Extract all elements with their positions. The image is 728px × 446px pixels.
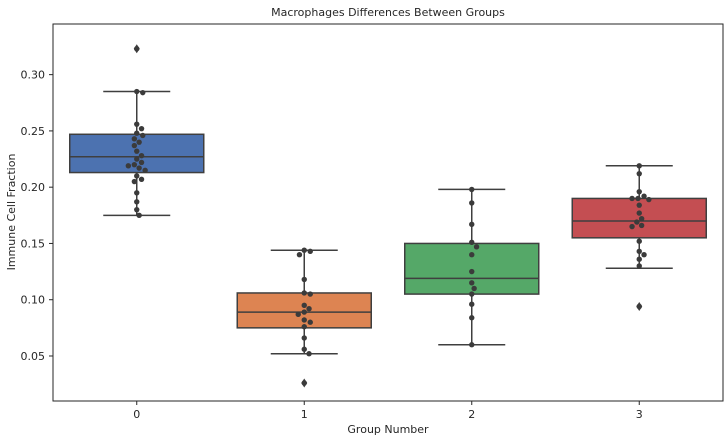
y-tick-label: 0.25	[21, 125, 46, 138]
box-group-3	[571, 165, 707, 311]
swarm-point	[140, 132, 146, 139]
swarm-point	[301, 335, 307, 341]
swarm-point	[301, 302, 307, 309]
swarm-point	[301, 247, 307, 253]
swarm-point	[134, 199, 140, 205]
swarm-point	[473, 244, 480, 250]
box-body	[404, 242, 540, 295]
y-axis-label: Immune Cell Fraction	[5, 154, 18, 271]
swarm-point	[125, 163, 132, 169]
swarm-point	[469, 291, 475, 297]
swarm-point	[469, 186, 475, 193]
swarm-point	[469, 239, 475, 246]
swarm-points	[125, 46, 652, 386]
swarm-point	[134, 190, 140, 196]
swarm-point	[138, 152, 145, 159]
swarm-point	[636, 163, 642, 169]
swarm-point	[301, 380, 307, 386]
swarm-point	[136, 139, 142, 145]
swarm-point	[638, 215, 645, 222]
swarm-point	[636, 263, 642, 269]
swarm-point	[636, 170, 642, 177]
swarm-point	[646, 196, 652, 203]
swarm-point	[469, 268, 475, 275]
plot-area-frame	[52, 23, 724, 402]
swarm-point	[469, 301, 475, 307]
swarm-point	[295, 311, 301, 318]
swarm-point	[301, 276, 307, 283]
swarm-point	[307, 319, 313, 325]
y-tick-label: 0.05	[21, 350, 46, 363]
swarm-point	[307, 291, 313, 297]
swarm-point	[636, 238, 642, 244]
swarm-point	[301, 290, 307, 296]
swarm-point	[140, 89, 146, 96]
swarm-point	[641, 252, 647, 258]
box-group-2	[404, 188, 540, 346]
y-tick-label: 0.30	[21, 69, 46, 82]
swarm-point	[131, 178, 138, 185]
box-group-0	[69, 44, 205, 217]
y-tick-label: 0.15	[21, 237, 46, 250]
swarm-point	[636, 202, 642, 208]
swarm-point	[136, 212, 142, 219]
swarm-point	[131, 142, 138, 149]
swarm-point	[636, 188, 642, 195]
swarm-point	[469, 221, 475, 228]
swarm-point	[306, 306, 312, 312]
y-tick-label: 0.20	[21, 181, 46, 194]
swarm-point	[142, 167, 148, 173]
swarm-point	[636, 210, 642, 216]
swarm-point	[134, 130, 140, 136]
swarm-point	[301, 309, 307, 315]
swarm-point	[469, 315, 475, 321]
x-tick-label: 0	[133, 408, 140, 421]
swarm-point	[134, 148, 140, 154]
y-tick-label: 0.10	[21, 294, 46, 307]
swarm-point	[471, 285, 477, 292]
swarm-point	[469, 252, 475, 258]
swarm-point	[138, 159, 145, 166]
swarm-point	[301, 324, 307, 330]
swarm-point	[138, 125, 145, 132]
swarm-point	[629, 195, 635, 202]
x-tick-label: 3	[636, 408, 643, 421]
y-axis-ticks: 0.05 0.10 0.15 0.20 0.25 0.30	[21, 69, 53, 363]
x-axis-ticks: 0 1 2 3	[133, 401, 643, 421]
swarm-point	[134, 46, 140, 52]
swarm-point	[301, 346, 307, 352]
chart-title: Macrophages Differences Between Groups	[271, 6, 505, 19]
swarm-point	[635, 195, 641, 202]
swarm-point	[131, 161, 138, 168]
swarm-point	[134, 156, 140, 162]
swarm-point	[641, 193, 647, 199]
x-tick-label: 2	[468, 408, 475, 421]
swarm-point	[296, 252, 303, 258]
x-tick-label: 1	[301, 408, 308, 421]
swarm-point	[134, 173, 140, 179]
swarm-point	[634, 219, 640, 225]
box-series	[69, 44, 707, 388]
swarm-point	[629, 223, 635, 230]
swarm-point	[131, 136, 138, 142]
swarm-point	[134, 88, 140, 95]
swarm-point	[469, 200, 475, 206]
swarm-point	[636, 303, 642, 310]
x-axis-label: Group Number	[347, 423, 429, 436]
swarm-point	[469, 280, 475, 286]
swarm-point	[134, 206, 140, 213]
swarm-point	[136, 165, 142, 171]
swarm-point	[636, 248, 642, 255]
swarm-point	[301, 317, 307, 323]
swarm-point	[636, 256, 642, 262]
swarm-point	[638, 222, 645, 229]
swarm-point	[138, 176, 145, 183]
swarm-point	[469, 342, 475, 348]
swarm-point	[306, 351, 312, 357]
swarm-point	[307, 248, 313, 255]
swarm-point	[134, 121, 140, 127]
